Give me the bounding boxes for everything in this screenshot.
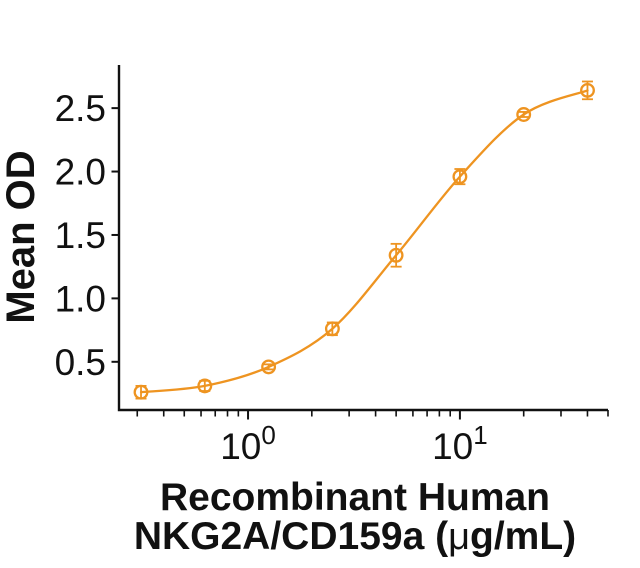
y-axis-tick-label: 0.5 — [55, 342, 106, 383]
mu-symbol: μ — [448, 516, 470, 558]
data-point-marker — [261, 359, 277, 375]
data-point-marker — [197, 378, 213, 394]
x-axis-title-line2: NKG2A/CD159a (μg/mL) — [134, 515, 576, 558]
x-axis-title-line2-post: g/mL) — [470, 515, 576, 558]
y-axis-tick-label: 1.5 — [55, 215, 106, 256]
x-axis-tick-label: 100 — [220, 420, 276, 467]
x-axis-title-line1: Recombinant Human — [160, 476, 550, 519]
y-axis-tick-label: 2.0 — [55, 152, 106, 193]
data-point-marker — [133, 384, 149, 400]
axes — [117, 65, 608, 412]
x-axis-tick-label: 101 — [432, 420, 488, 467]
data-point-marker — [516, 107, 532, 122]
y-axis-title: Mean OD — [0, 150, 43, 323]
data-point-marker — [388, 247, 404, 263]
data-point-marker — [452, 169, 468, 185]
data-point-marker — [324, 321, 340, 337]
y-axis-tick-label: 1.0 — [55, 278, 106, 319]
data-point-marker — [580, 82, 595, 98]
x-axis-title-line2-pre: NKG2A/CD159a ( — [134, 515, 448, 558]
y-axis-tick-label: 2.5 — [55, 88, 106, 129]
fit-curve — [139, 89, 589, 394]
